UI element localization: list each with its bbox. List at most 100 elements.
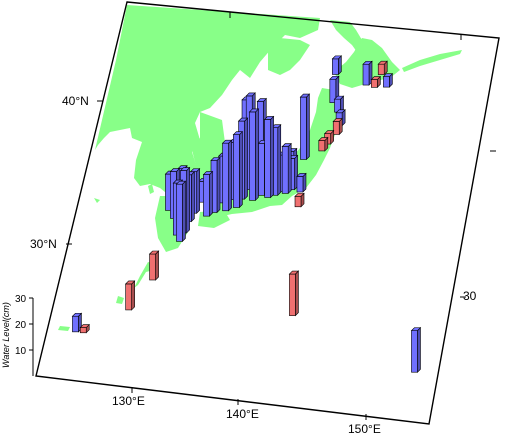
bar-top (256, 98, 268, 102)
bar-side (191, 171, 195, 223)
tsushima (148, 184, 154, 194)
bar-side (239, 130, 243, 209)
bar-front (289, 273, 296, 316)
bar-top (79, 324, 90, 328)
bar-top (71, 312, 83, 317)
bar-front (72, 315, 79, 333)
bar-front (264, 119, 271, 198)
bar-front (79, 327, 87, 334)
bar-side (287, 142, 292, 195)
station-bar (263, 115, 275, 199)
bar-top (179, 167, 191, 171)
scale-label-10: 10 (15, 346, 27, 357)
bar-front (411, 330, 418, 373)
bar-front (296, 176, 304, 193)
bar-top (410, 327, 422, 331)
station-bar (148, 250, 160, 281)
station-bar (232, 130, 244, 209)
bar-front (383, 76, 390, 88)
bar-side (182, 180, 186, 243)
station-bar (248, 108, 260, 202)
bar-top (377, 60, 388, 65)
bar-top (299, 93, 311, 98)
station-bar (332, 117, 343, 136)
bar-top (210, 157, 221, 161)
russian-coast (268, 38, 310, 75)
bar-side (196, 167, 200, 214)
bar-top (175, 180, 187, 185)
lat-label-40: 40°N (62, 94, 89, 108)
bar-side (306, 93, 310, 161)
lat-label-30: 30°N (30, 237, 57, 251)
station-bar (331, 55, 343, 76)
bar-top (221, 139, 233, 144)
kuril-islands (402, 50, 462, 72)
lon-label-140: 140°E (226, 407, 259, 421)
bar-top (248, 108, 260, 113)
station-bar (202, 170, 214, 217)
bar-side (209, 170, 213, 217)
bar-front (281, 146, 289, 194)
station-bar (329, 75, 340, 104)
bar-front (125, 283, 132, 311)
bar-top (323, 130, 335, 134)
bar-front (176, 183, 183, 242)
frame-ticks (66, 12, 496, 420)
station-bar (370, 75, 382, 89)
bar-side (216, 156, 221, 214)
station-bar (299, 93, 311, 161)
station-bar (79, 323, 90, 334)
bar-side (186, 166, 190, 234)
bar-top (370, 76, 382, 80)
bar-side (255, 108, 259, 202)
bar-top (281, 143, 292, 147)
bar-side (244, 117, 248, 200)
bar-top (382, 73, 394, 78)
bar-front (362, 63, 370, 86)
bar-front (149, 253, 156, 281)
station-bar (281, 142, 292, 195)
asian-mainland (95, 5, 320, 196)
station-bar (382, 72, 394, 88)
bar-side (295, 270, 299, 317)
bar-top (169, 168, 181, 172)
okinawa (116, 296, 124, 304)
bar-side (270, 115, 274, 199)
right-edge-label: 30 (463, 289, 477, 303)
station-bar (410, 326, 422, 373)
bar-top (237, 117, 249, 122)
bar-top (202, 171, 214, 175)
station-bar (318, 136, 329, 152)
station-bar (296, 172, 307, 193)
map-frame (35, 1, 500, 425)
bar-side (155, 250, 159, 281)
bar-side (277, 123, 282, 196)
bar-top (245, 92, 256, 97)
bar-front (249, 111, 256, 201)
bar-front (370, 79, 378, 88)
bar-top (362, 60, 373, 65)
station-bars (71, 55, 422, 373)
scale-label-20: 20 (15, 320, 27, 331)
station-bar (124, 280, 136, 311)
bar-top (296, 173, 307, 177)
bar-top (332, 118, 343, 122)
bar-front (294, 196, 302, 208)
bar-top (331, 55, 343, 60)
bar-front (318, 140, 326, 152)
bar-front (332, 121, 340, 135)
bar-top (148, 250, 160, 255)
sakhalin (330, 20, 362, 52)
bar-front (233, 134, 240, 208)
bar-top (294, 193, 305, 197)
bar-front (203, 174, 210, 217)
bar-side (131, 280, 135, 311)
station-bar (288, 270, 300, 317)
bar-top (318, 137, 329, 141)
bar-top (124, 280, 136, 285)
bar-side (228, 139, 232, 212)
bar-front (300, 96, 307, 160)
station-bar (221, 139, 233, 212)
